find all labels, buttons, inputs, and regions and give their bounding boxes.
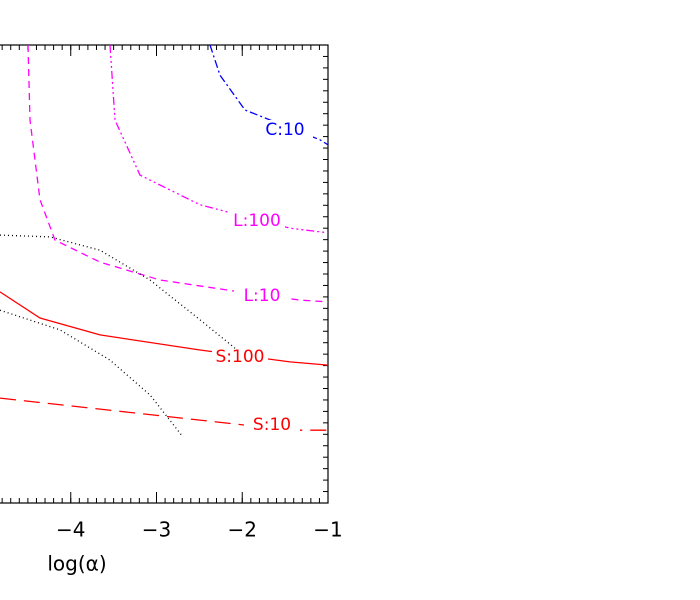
contour-line [209, 44, 329, 146]
contour-label: L:10 [244, 286, 281, 306]
label-bg [234, 286, 290, 306]
contour-line [0, 309, 184, 438]
x-tick-label: −2 [228, 518, 257, 542]
contour-label: S:10 [253, 415, 291, 435]
contour-line [27, 44, 329, 303]
contour-line [109, 44, 329, 234]
label-bg [257, 120, 313, 140]
contour-label: S:100 [216, 347, 265, 367]
x-tick-label: −3 [142, 518, 171, 542]
x-tick-label: −4 [56, 518, 85, 542]
contour-label: L:100 [233, 211, 281, 231]
label-bg [212, 347, 268, 367]
x-tick-label: −1 [313, 518, 342, 542]
x-axis-label: log(α) [47, 552, 106, 576]
label-bg [244, 415, 300, 435]
label-bg [229, 211, 285, 231]
contour-line [0, 291, 329, 366]
contour-line [0, 234, 236, 349]
contour-label: C:10 [265, 120, 304, 140]
